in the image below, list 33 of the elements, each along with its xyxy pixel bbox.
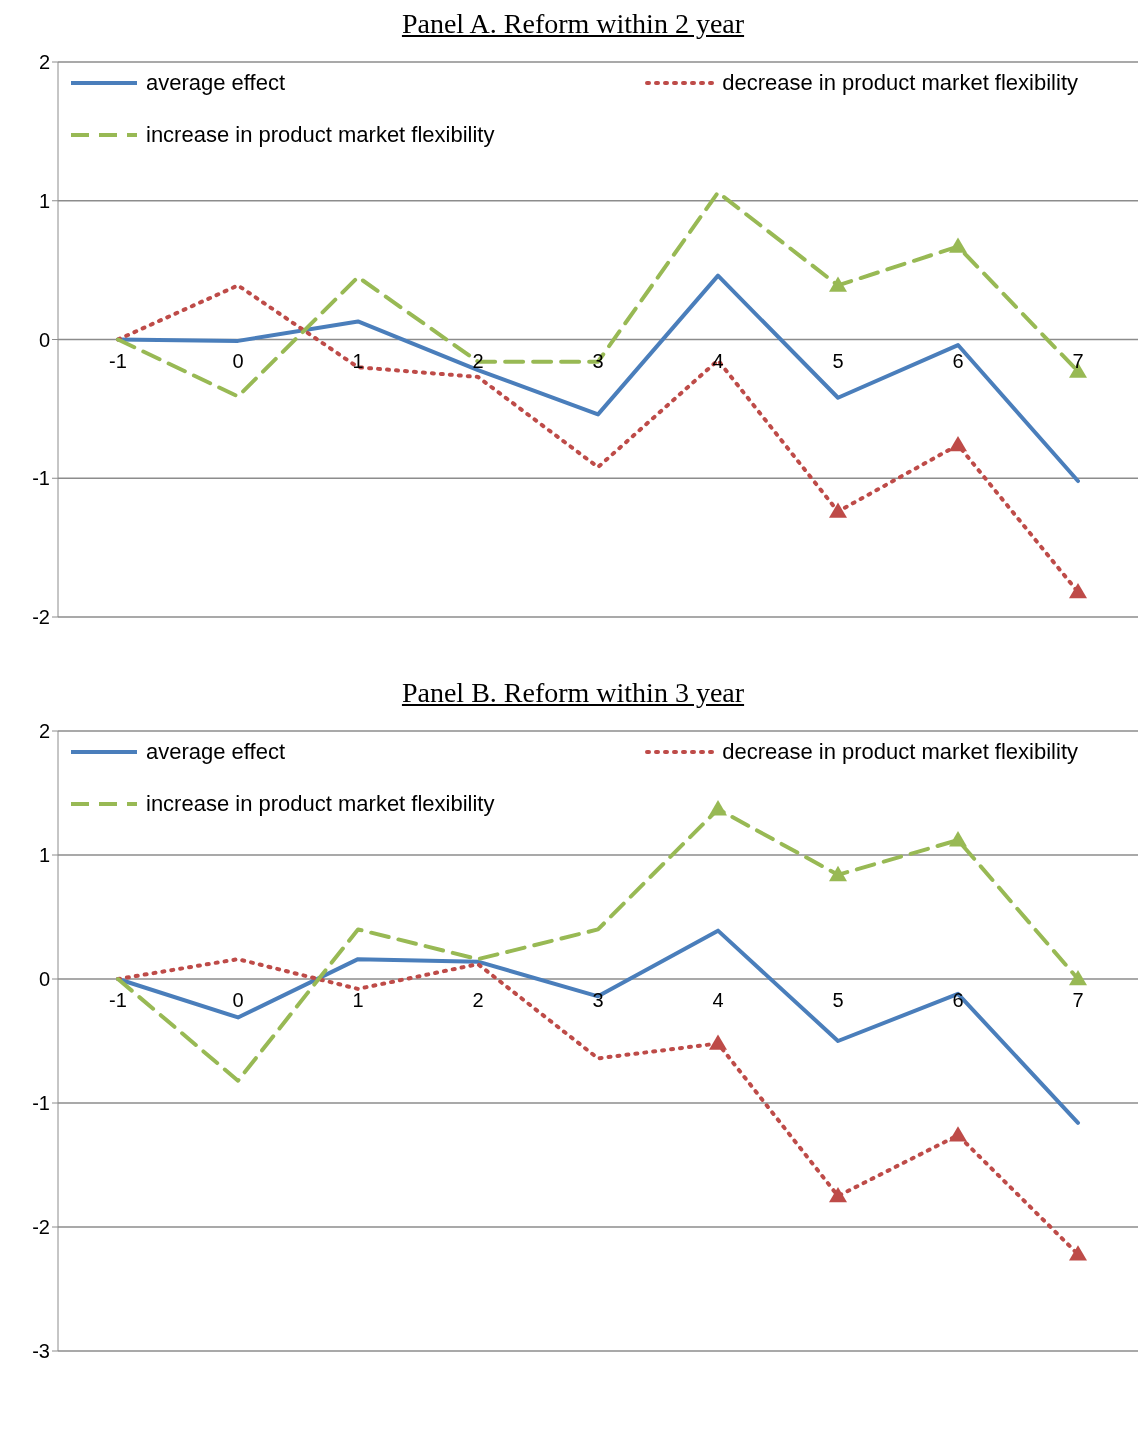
x-tick-label: 7 (1072, 349, 1084, 372)
x-tick-label: 0 (232, 989, 244, 1011)
y-tick-label: 1 (38, 844, 50, 867)
y-tick-label: 2 (38, 51, 50, 74)
y-tick-label: -3 (32, 1340, 50, 1363)
chart-title: Panel B. Reform within 3 year (400, 677, 746, 710)
y-tick-label: -1 (32, 1092, 50, 1115)
chart-title: Panel A. Reform within 2 year (400, 8, 746, 41)
x-tick-label: 4 (712, 989, 724, 1011)
y-tick-label: -2 (32, 1216, 50, 1239)
y-tick-label: -1 (32, 467, 50, 490)
x-tick-label: -1 (109, 989, 127, 1011)
legend-label: average effect (146, 739, 286, 765)
x-tick-label: 5 (832, 349, 844, 372)
legend-label: increase in product market flexibility (146, 791, 495, 817)
x-tick-label: 1 (352, 989, 364, 1011)
y-tick-label: 0 (38, 968, 50, 991)
y-tick-label: 1 (38, 189, 50, 212)
legend-label: increase in product market flexibility (146, 122, 495, 148)
x-tick-label: 3 (592, 349, 604, 372)
y-tick-label: 2 (38, 720, 50, 743)
x-tick-label: 7 (1072, 989, 1084, 1011)
x-tick-label: 2 (472, 989, 484, 1011)
x-tick-label: 6 (952, 349, 964, 372)
x-tick-label: 5 (832, 989, 844, 1011)
x-tick-label: -1 (109, 349, 127, 372)
x-tick-label: 0 (232, 349, 244, 372)
y-tick-label: 0 (38, 328, 50, 351)
y-tick-label: -2 (32, 606, 50, 629)
legend-label: decrease in product market flexibility (722, 70, 1078, 96)
legend-label: decrease in product market flexibility (722, 739, 1078, 765)
x-tick-label: 1 (352, 349, 364, 372)
legend-label: average effect (146, 70, 286, 96)
